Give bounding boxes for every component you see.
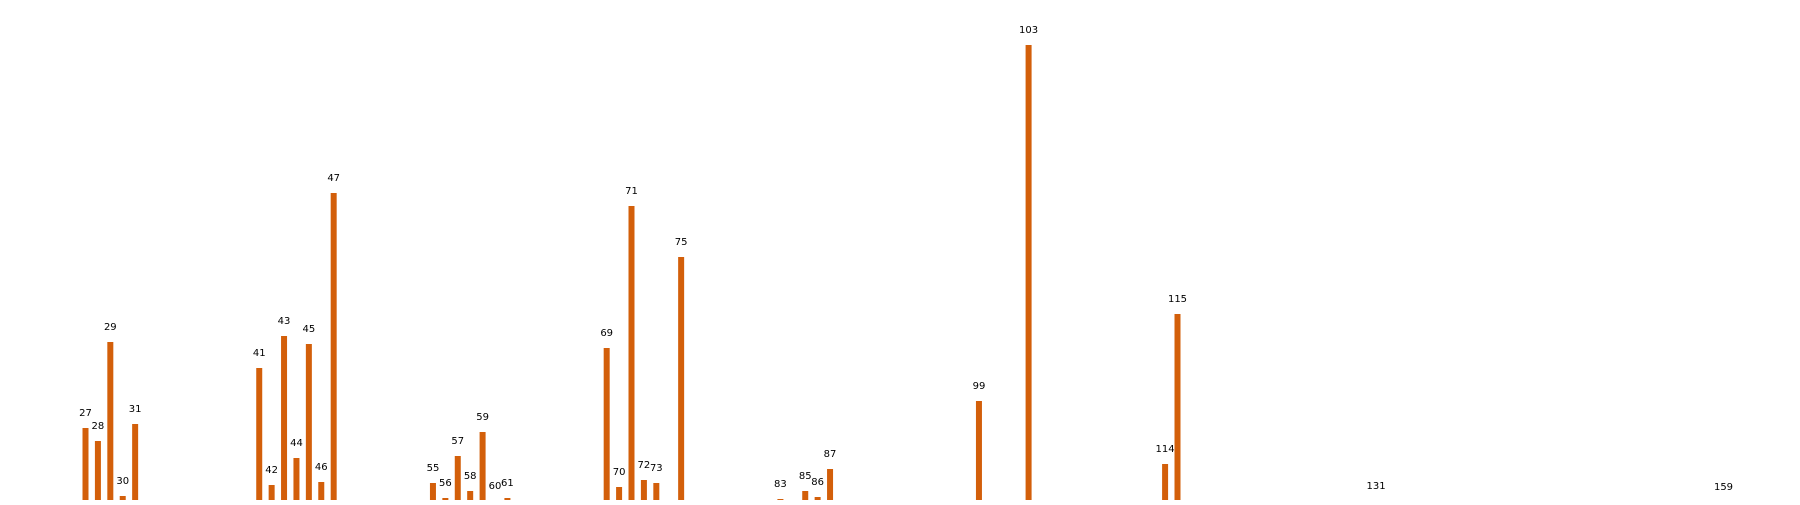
bar-label-75: 75 (675, 237, 688, 248)
bar-label-86: 86 (811, 477, 824, 488)
bar-42 (268, 485, 275, 503)
bar-label-73: 73 (650, 463, 663, 474)
bar-label-55: 55 (427, 463, 440, 474)
bar-label-115: 115 (1168, 294, 1187, 305)
bar-label-56: 56 (439, 478, 452, 489)
bar-label-44: 44 (290, 438, 303, 449)
bar-label-69: 69 (600, 328, 613, 339)
bar-72 (640, 480, 647, 503)
bar-label-85: 85 (799, 471, 812, 482)
bar-55 (429, 483, 436, 503)
bars-layer (82, 45, 1727, 503)
bar-label-57: 57 (451, 436, 464, 447)
bar-label-131: 131 (1367, 481, 1386, 492)
bar-46 (318, 482, 325, 503)
bar-59 (479, 432, 486, 503)
bar-label-47: 47 (327, 173, 340, 184)
bar-label-114: 114 (1156, 444, 1175, 455)
bar-label-72: 72 (638, 460, 651, 471)
bar-41 (256, 368, 263, 503)
bar-label-46: 46 (315, 462, 328, 473)
bar-label-41: 41 (253, 348, 266, 359)
bar-label-99: 99 (973, 381, 986, 392)
bar-44 (293, 458, 300, 503)
bar-30 (119, 496, 126, 503)
bar-label-43: 43 (278, 316, 291, 327)
bar-99 (975, 401, 982, 503)
bar-label-159: 159 (1714, 482, 1733, 493)
bar-label-83: 83 (774, 479, 787, 490)
bar-29 (107, 342, 114, 503)
bar-57 (454, 456, 461, 503)
bar-27 (82, 428, 89, 503)
bar-label-31: 31 (129, 404, 142, 415)
bar-103 (1025, 45, 1032, 503)
bar-label-30: 30 (116, 476, 129, 487)
bar-label-27: 27 (79, 408, 92, 419)
bar-label-70: 70 (613, 467, 626, 478)
bar-label-58: 58 (464, 471, 477, 482)
bar-43 (281, 336, 288, 503)
bar-71 (628, 206, 635, 503)
bar-label-87: 87 (824, 449, 837, 460)
bar-label-61: 61 (501, 478, 514, 489)
bar-70 (616, 487, 623, 503)
bar-label-28: 28 (92, 421, 105, 432)
bar-69 (603, 348, 610, 503)
bar-58 (467, 491, 474, 503)
bar-115 (1174, 314, 1181, 503)
bar-87 (827, 469, 834, 503)
bar-85 (802, 491, 809, 503)
bar-label-42: 42 (265, 465, 278, 476)
bar-label-103: 103 (1019, 25, 1038, 36)
bar-label-71: 71 (625, 186, 638, 197)
bar-label-59: 59 (476, 412, 489, 423)
bar-45 (305, 344, 312, 503)
bar-label-45: 45 (302, 324, 315, 335)
bar-31 (132, 424, 139, 503)
bar-28 (94, 441, 101, 503)
bar-label-29: 29 (104, 322, 117, 333)
bar-47 (330, 193, 337, 503)
bar-73 (653, 483, 660, 503)
bar-75 (678, 257, 685, 503)
bar-114 (1162, 464, 1169, 503)
bar-label-60: 60 (489, 481, 502, 492)
